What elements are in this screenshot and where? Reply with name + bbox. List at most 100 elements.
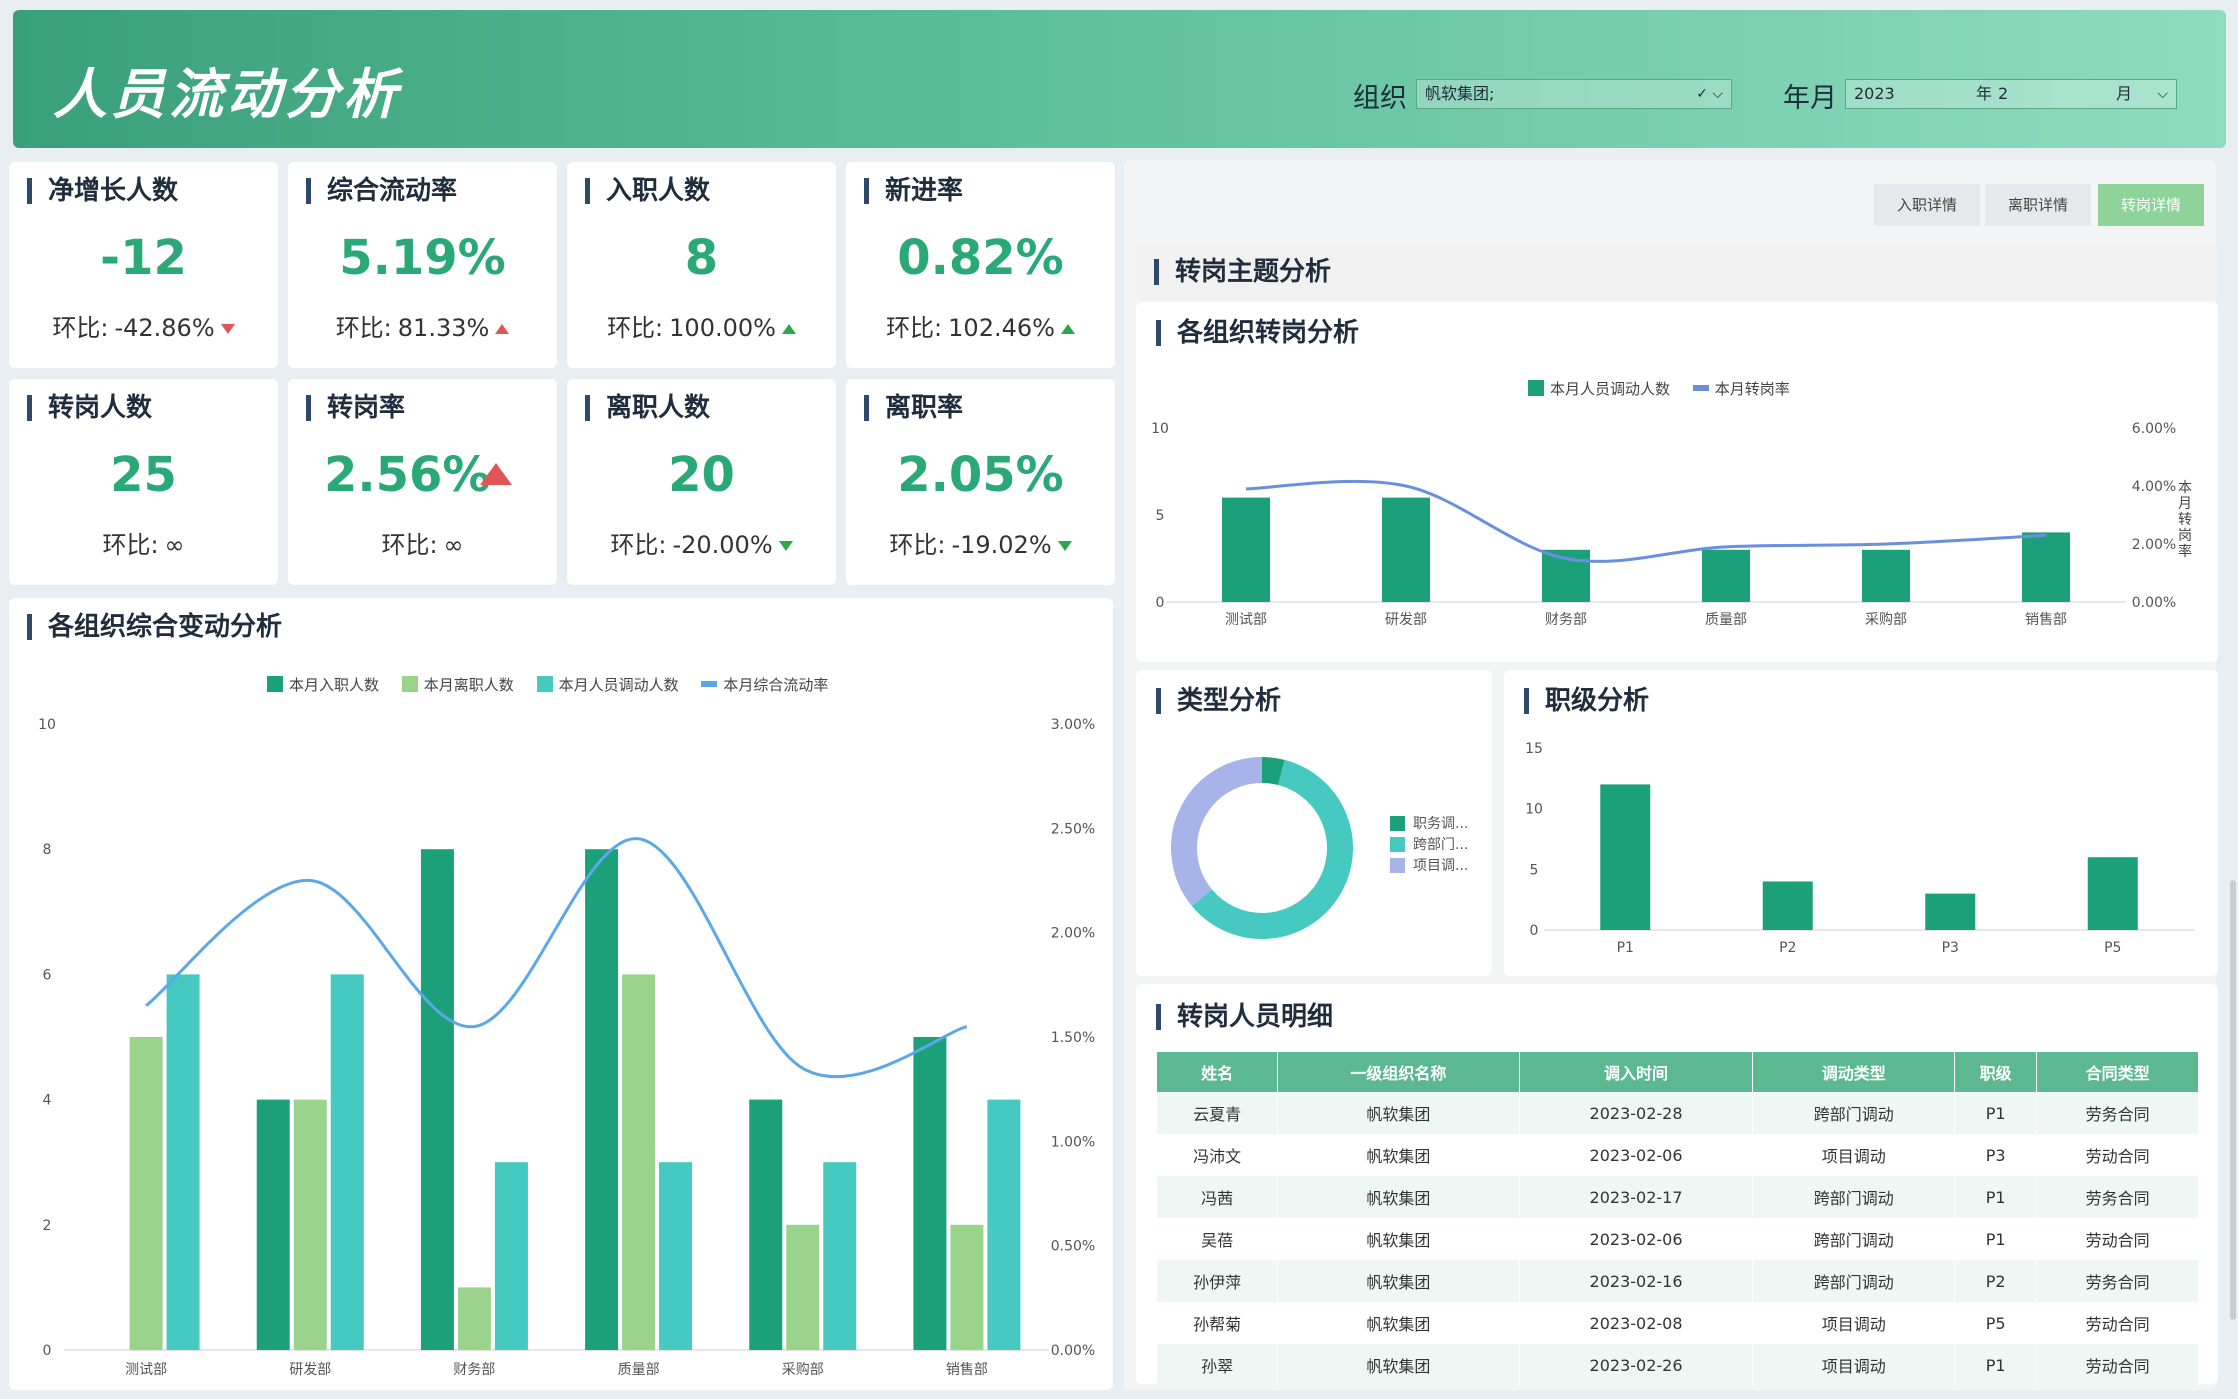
legend-item[interactable]: 本月人员调动人数: [1528, 380, 1670, 398]
table-row[interactable]: 孙伊萍 帆软集团 2023-02-16 跨部门调动 P2 劳务合同: [1157, 1260, 2199, 1302]
kpi-compare-label: 环比:: [335, 314, 392, 342]
table-cell: 帆软集团: [1277, 1134, 1520, 1176]
page-title: 人员流动分析: [53, 63, 401, 126]
scrollbar[interactable]: [2230, 880, 2236, 1320]
tab-onboard[interactable]: 入职详情: [1874, 184, 1980, 226]
legend-label: 职务调...: [1413, 816, 1468, 832]
kpi-compare: 环比: ∞: [288, 463, 557, 560]
table-header-cell[interactable]: 职级: [1954, 1052, 2038, 1092]
y-tick-label: 4: [43, 1093, 52, 1109]
section-header: 转岗主题分析: [1136, 244, 2218, 300]
table-row[interactable]: 孙翠 帆软集团 2023-02-26 项目调动 P1 劳动合同: [1157, 1344, 2199, 1386]
legend-item[interactable]: 本月转岗率: [1692, 380, 1790, 398]
kpi-card: 新进率 0.82% 环比: 102.46%: [846, 162, 1115, 368]
type-analysis-card: 类型分析 职务调... 跨部门... 项目调...: [1136, 670, 1492, 976]
org-select[interactable]: 帆软集团; ✓ ⌵: [1416, 79, 1732, 109]
chevron-down-icon[interactable]: ⌵: [2157, 86, 2168, 102]
kpi-value: 8: [684, 230, 719, 286]
legend-item[interactable]: 本月人员调动人数: [536, 676, 679, 694]
kpi-compare: 环比: -42.86%: [9, 308, 278, 343]
kpi-compare-value: 81.33%: [397, 314, 490, 342]
y-tick-label: 10: [1525, 802, 1543, 818]
y-tick-label: 6: [43, 967, 52, 983]
table-cell: 2023-02-06: [1519, 1218, 1754, 1260]
table-cell: 跨部门调动: [1752, 1176, 1956, 1218]
org-change-chart: 0 2 4 6 8 10 0.00% 0.50% 1.00% 1.50% 2.00% 2.50% 3.0…: [38, 717, 1095, 1378]
table-row[interactable]: 孙帮菊 帆软集团 2023-02-08 项目调动 P5 劳动合同: [1157, 1302, 2199, 1344]
kpi-value: 2.56%: [324, 447, 491, 503]
detail-table: 姓名 一级组织名称 调入时间 调动类型 职级 合同类型 云夏青 帆软集团 2023-02-28…: [1157, 1052, 2199, 1386]
y-tick-label: 2: [43, 1218, 52, 1234]
table-row[interactable]: 云夏青 帆软集团 2023-02-28 跨部门调动 P1 劳务合同: [1157, 1092, 2199, 1134]
series-line: [1245, 479, 2047, 563]
kpi-card: 净增长人数 -12 环比: -42.86%: [9, 162, 278, 368]
kpi-compare-label: 环比:: [102, 531, 159, 559]
y-tick-label: 0: [1530, 923, 1539, 939]
table-header-cell[interactable]: 调入时间: [1519, 1052, 1754, 1092]
table-cell: 帆软集团: [1277, 1092, 1520, 1134]
kpi-value: 25: [110, 447, 177, 503]
table-cell: 项目调动: [1752, 1134, 1956, 1176]
bar: [1862, 549, 1910, 602]
table-header-cell[interactable]: 姓名: [1157, 1052, 1279, 1092]
org-select-value: 帆软集团;: [1425, 84, 1495, 103]
table-row[interactable]: 吴蓓 帆软集团 2023-02-06 跨部门调动 P1 劳动合同: [1157, 1218, 2199, 1260]
bar: [256, 1099, 290, 1350]
org-change-legend: 本月入职人数 本月离职人数 本月人员调动人数 本月综合流动率: [267, 674, 846, 695]
kpi-compare: 环比: 81.33%: [288, 308, 557, 343]
bar: [2087, 857, 2138, 930]
bar: [330, 974, 364, 1350]
x-tick-label: 研发部: [1385, 612, 1427, 628]
kpi-title: 净增长人数: [27, 178, 178, 204]
table-row[interactable]: 冯茜 帆软集团 2023-02-17 跨部门调动 P1 劳务合同: [1157, 1176, 2199, 1218]
legend-item[interactable]: 本月综合流动率: [701, 676, 828, 694]
trend-down-icon: [220, 324, 235, 334]
bar: [129, 1037, 163, 1350]
table-cell: 劳务合同: [2036, 1176, 2199, 1218]
table-header-cell[interactable]: 合同类型: [2036, 1052, 2199, 1092]
table-cell: 项目调动: [1752, 1344, 1956, 1386]
tab-transfer[interactable]: 转岗详情: [2098, 184, 2204, 226]
x-tick-label: 销售部: [946, 1362, 988, 1378]
table-cell: P1: [1954, 1176, 2038, 1218]
y-tick-label: 8: [43, 842, 52, 858]
x-tick-label: 财务部: [453, 1362, 495, 1378]
kpi-compare-value: 102.46%: [948, 314, 1055, 342]
y-tick-label: 15: [1525, 741, 1543, 757]
bar: [749, 1099, 783, 1350]
y-tick-label: 5: [1156, 508, 1165, 524]
kpi-card: 离职人数 20 环比: -20.00%: [567, 379, 836, 585]
y2-tick-label: 0.50%: [1051, 1239, 1095, 1255]
kpi-compare: 环比: 100.00%: [567, 308, 836, 343]
pie-slice: [1191, 759, 1353, 939]
table-header-cell[interactable]: 调动类型: [1752, 1052, 1956, 1092]
y2-tick-label: 0.00%: [2132, 595, 2176, 611]
month-select[interactable]: 2023 年 2 月 ⌵: [1845, 79, 2177, 109]
trend-down-icon: [778, 541, 793, 551]
table-header-cell[interactable]: 一级组织名称: [1277, 1052, 1520, 1092]
kpi-value: 2.05%: [897, 447, 1064, 503]
table-cell: 劳动合同: [2036, 1344, 2199, 1386]
org-transfer-chart: 0 5 10 0.00% 2.00% 4.00% 6.00% 测试部 研发部 财务部 质量部 采购部 销…: [1151, 421, 2176, 628]
chevron-down-icon[interactable]: ✓ ⌵: [1696, 86, 1723, 102]
type-analysis-title: 类型分析: [1156, 688, 1281, 714]
bar: [1222, 497, 1270, 602]
bar: [786, 1224, 820, 1350]
table-row[interactable]: 冯沛文 帆软集团 2023-02-06 项目调动 P3 劳动合同: [1157, 1134, 2199, 1176]
table-cell: 孙帮菊: [1157, 1302, 1279, 1344]
type-analysis-chart: 职务调... 跨部门... 项目调...: [1171, 757, 1468, 939]
x-tick-label: 研发部: [289, 1362, 331, 1378]
org-transfer-card: 各组织转岗分析 本月人员调动人数 本月转岗率 本月转岗率 0 5 10 0.00% 2.…: [1136, 302, 2218, 662]
kpi-title: 转岗人数: [27, 395, 152, 421]
x-tick-label: P3: [1942, 940, 1959, 956]
y2-tick-label: 6.00%: [2132, 421, 2176, 437]
pie-slice: [1261, 757, 1285, 786]
table-cell: 2023-02-16: [1519, 1260, 1754, 1302]
legend-item[interactable]: 本月入职人数: [267, 676, 379, 694]
table-cell: 2023-02-28: [1519, 1092, 1754, 1134]
tab-leave[interactable]: 离职详情: [1985, 184, 2091, 226]
legend-swatch: [1390, 837, 1405, 852]
kpi-title: 转岗率: [306, 395, 405, 421]
legend-item[interactable]: 本月离职人数: [401, 676, 514, 694]
kpi-compare-value: ∞: [443, 531, 464, 559]
